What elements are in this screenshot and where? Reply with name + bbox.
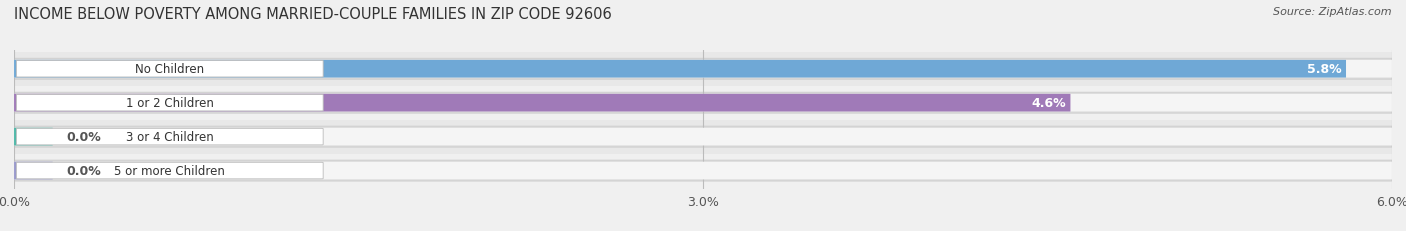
Text: No Children: No Children	[135, 63, 204, 76]
FancyBboxPatch shape	[14, 160, 1392, 181]
Text: 3 or 4 Children: 3 or 4 Children	[127, 131, 214, 143]
FancyBboxPatch shape	[14, 94, 1070, 112]
FancyBboxPatch shape	[14, 127, 1392, 148]
Text: 5.8%: 5.8%	[1308, 63, 1341, 76]
Text: 1 or 2 Children: 1 or 2 Children	[125, 97, 214, 110]
Text: 4.6%: 4.6%	[1032, 97, 1066, 110]
FancyBboxPatch shape	[14, 120, 1392, 154]
FancyBboxPatch shape	[14, 128, 52, 146]
Text: INCOME BELOW POVERTY AMONG MARRIED-COUPLE FAMILIES IN ZIP CODE 92606: INCOME BELOW POVERTY AMONG MARRIED-COUPL…	[14, 7, 612, 22]
FancyBboxPatch shape	[14, 162, 52, 180]
FancyBboxPatch shape	[14, 61, 1346, 78]
FancyBboxPatch shape	[14, 94, 1392, 112]
Text: Source: ZipAtlas.com: Source: ZipAtlas.com	[1274, 7, 1392, 17]
FancyBboxPatch shape	[14, 154, 1392, 188]
FancyBboxPatch shape	[14, 52, 1392, 86]
FancyBboxPatch shape	[14, 93, 1392, 114]
Text: 0.0%: 0.0%	[66, 131, 101, 143]
FancyBboxPatch shape	[17, 95, 323, 111]
FancyBboxPatch shape	[14, 162, 1392, 180]
FancyBboxPatch shape	[14, 61, 1392, 78]
FancyBboxPatch shape	[14, 59, 1392, 80]
FancyBboxPatch shape	[17, 61, 323, 78]
FancyBboxPatch shape	[14, 86, 1392, 120]
Text: 0.0%: 0.0%	[66, 164, 101, 177]
Text: 5 or more Children: 5 or more Children	[114, 164, 225, 177]
FancyBboxPatch shape	[14, 128, 1392, 146]
FancyBboxPatch shape	[17, 129, 323, 145]
FancyBboxPatch shape	[17, 163, 323, 179]
